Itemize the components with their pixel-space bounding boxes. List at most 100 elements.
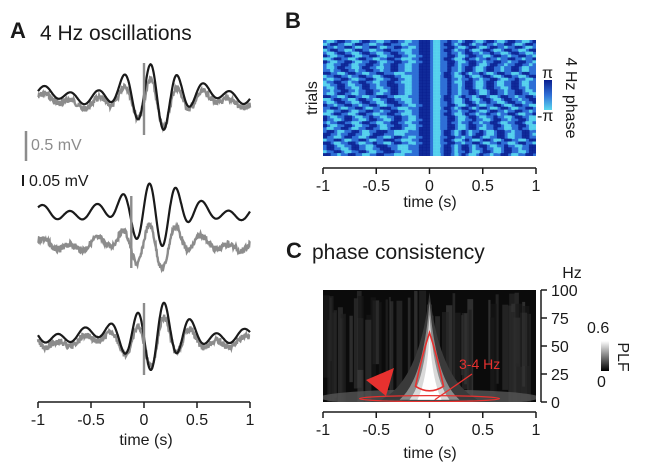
phase-cell — [507, 98, 512, 102]
phase-cell — [337, 51, 342, 55]
phase-cell — [379, 63, 384, 67]
phase-cell — [504, 115, 509, 119]
phase-cell — [479, 121, 484, 125]
phase-cell — [379, 132, 384, 137]
phase-cell — [472, 150, 477, 154]
phase-cell — [482, 141, 487, 145]
phase-cell — [408, 48, 413, 52]
phase-cell — [383, 127, 388, 131]
phase-cell — [347, 54, 352, 58]
phase-cell — [504, 95, 509, 99]
phase-cell — [518, 118, 523, 122]
phase-cell — [504, 98, 509, 102]
phase-cell — [489, 153, 494, 156]
panel-a-x-tick-label: -0.5 — [77, 412, 105, 429]
phase-cell — [386, 141, 392, 145]
phase-cell — [362, 80, 367, 84]
phase-cell — [323, 132, 328, 137]
phase-cell — [372, 132, 377, 137]
phase-cell — [323, 106, 328, 110]
phase-cell — [354, 83, 360, 87]
phase-cell — [362, 150, 367, 154]
phase-cell — [354, 89, 360, 93]
phase-cell — [436, 69, 441, 73]
phase-cell — [461, 42, 466, 47]
phase-cell — [532, 127, 536, 131]
phase-cell — [468, 153, 473, 156]
phase-cell — [500, 95, 505, 99]
phase-cell — [390, 51, 395, 55]
phase-cell — [507, 118, 512, 122]
phase-cell — [379, 106, 384, 110]
phase-cell — [376, 150, 381, 154]
phase-cell — [394, 115, 399, 119]
phase-cell — [422, 63, 427, 67]
phase-cell — [461, 121, 466, 125]
phase-cell — [418, 121, 423, 125]
phase-cell — [489, 141, 494, 145]
phase-cell — [514, 147, 519, 151]
phase-cell — [461, 51, 466, 55]
phase-cell — [354, 40, 360, 44]
phase-cell — [457, 115, 463, 119]
phase-cell — [422, 124, 427, 128]
phase-cell — [440, 127, 445, 131]
phase-cell — [440, 54, 445, 58]
phase-cell — [365, 51, 370, 55]
phase-cell — [525, 51, 530, 55]
phase-cell — [372, 83, 377, 87]
phase-cell — [344, 80, 349, 84]
phase-cell — [514, 71, 519, 76]
phase-cell — [525, 92, 530, 96]
phase-cell — [496, 150, 502, 154]
phase-cell — [447, 83, 452, 87]
phase-cell — [493, 124, 498, 128]
phase-cell — [390, 86, 395, 90]
phase-cell — [472, 57, 477, 61]
phase-cell — [386, 98, 392, 102]
phase-cell — [376, 109, 381, 113]
phase-cell — [450, 103, 455, 108]
phase-cell — [468, 51, 473, 55]
phase-cell — [472, 48, 477, 52]
phase-cell — [479, 127, 484, 131]
phase-cell — [323, 71, 328, 76]
phase-cell — [365, 71, 370, 76]
phase-cell — [457, 45, 463, 50]
phase-cell — [447, 57, 452, 61]
phase-cell — [447, 106, 452, 110]
phase-cell — [386, 83, 392, 87]
phase-cell — [433, 63, 438, 67]
phase-cell — [518, 60, 523, 64]
phase-cell — [344, 118, 349, 122]
phase-cell — [447, 150, 452, 154]
phase-cell — [450, 45, 455, 50]
phase-cell — [411, 118, 416, 122]
phase-cell — [358, 42, 363, 47]
phase-cell — [447, 121, 452, 125]
phase-cell — [457, 150, 463, 154]
phase-cell — [525, 89, 530, 93]
phase-cell — [496, 112, 502, 116]
phase-cell — [369, 124, 374, 128]
panel-c-x-tick-label: 0.5 — [472, 422, 494, 439]
phase-cell — [468, 132, 473, 137]
phase-cell — [390, 138, 395, 142]
phase-cell — [454, 51, 459, 55]
phase-cell — [422, 45, 427, 50]
phase-cell — [351, 132, 356, 137]
phase-cell — [344, 115, 349, 119]
phase-cell — [468, 100, 473, 105]
phase-cell — [365, 95, 370, 99]
phase-cell — [425, 60, 431, 64]
phase-cell — [482, 118, 487, 122]
phase-cell — [518, 95, 523, 99]
phase-cell — [362, 129, 367, 134]
phase-cell — [436, 60, 441, 64]
phase-cell — [408, 89, 413, 93]
phase-cell — [386, 115, 392, 119]
phase-cell — [454, 132, 459, 137]
phase-cell — [521, 138, 526, 142]
phase-cell — [496, 54, 502, 58]
phase-cell — [461, 66, 466, 70]
